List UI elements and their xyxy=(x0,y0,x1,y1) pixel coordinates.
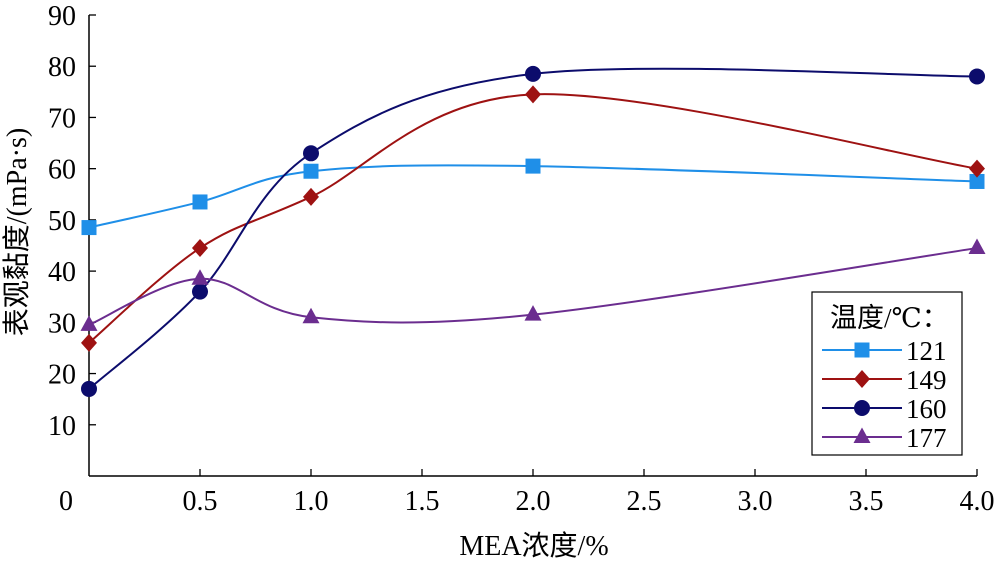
data-point-177 xyxy=(80,315,98,331)
legend-label-121: 121 xyxy=(906,336,947,366)
legend-label-149: 149 xyxy=(906,365,947,395)
y-tick-label: 30 xyxy=(48,308,76,339)
series-markers xyxy=(80,65,986,397)
x-tick-label: 1.5 xyxy=(405,486,440,517)
y-tick-label: 20 xyxy=(48,360,76,391)
y-tick-label: 40 xyxy=(48,257,76,288)
data-point-177 xyxy=(524,305,542,321)
series-line-149 xyxy=(88,93,978,344)
data-point-177 xyxy=(968,238,986,255)
data-point-149 xyxy=(969,159,985,178)
legend-marker-149 xyxy=(854,370,870,388)
data-point-121 xyxy=(525,158,541,174)
legend-marker-160 xyxy=(854,400,870,416)
data-point-160 xyxy=(81,380,97,397)
data-point-121 xyxy=(192,194,208,210)
y-tick-label: 10 xyxy=(48,411,76,442)
legend-marker-177 xyxy=(853,427,871,443)
series-line-177 xyxy=(88,247,978,326)
x-tick-label: 4.0 xyxy=(960,486,995,517)
data-point-177 xyxy=(191,269,209,285)
data-point-160 xyxy=(969,68,985,85)
y-tick-label: 90 xyxy=(48,1,76,32)
legend-entry-149: 149 xyxy=(822,365,947,395)
data-point-121 xyxy=(303,163,319,179)
y-tick-label: 60 xyxy=(48,155,76,186)
legend-marker-121 xyxy=(854,342,870,358)
x-axis-label: MEA浓度/% xyxy=(459,530,608,562)
y-tick-label: 50 xyxy=(48,206,76,237)
x-tick-label: 3.5 xyxy=(849,486,884,517)
x-tick-label: 0.5 xyxy=(183,486,218,517)
x-tick-label: 0 xyxy=(59,486,73,517)
y-tick-label: 70 xyxy=(48,103,76,134)
y-ticks: 10 20 30 40 50 60 70 80 90 xyxy=(48,1,96,442)
legend-entry-177: 177 xyxy=(822,423,947,453)
y-tick-label: 80 xyxy=(48,52,76,83)
series-line-121 xyxy=(88,164,978,229)
x-tick-label: 1.0 xyxy=(294,486,329,517)
data-point-121 xyxy=(81,220,97,236)
data-point-149 xyxy=(525,85,541,104)
data-point-149 xyxy=(192,239,208,258)
data-point-160 xyxy=(525,65,541,82)
data-point-121 xyxy=(969,173,985,189)
series-lines xyxy=(88,67,978,390)
legend-entry-121: 121 xyxy=(822,336,947,366)
series-line-160 xyxy=(88,67,978,390)
legend-label-177: 177 xyxy=(906,423,947,453)
legend-box xyxy=(811,291,963,456)
x-tick-label: 3.0 xyxy=(738,486,773,517)
data-point-177 xyxy=(302,307,320,324)
x-ticks: 0 0.5 1.0 1.5 2.0 2.5 3.0 3.5 4.0 xyxy=(59,469,995,517)
x-tick-label: 2.5 xyxy=(627,486,662,517)
data-point-160 xyxy=(192,283,208,300)
data-point-160 xyxy=(303,145,319,162)
legend-title: 温度/℃： xyxy=(830,303,949,333)
legend-label-160: 160 xyxy=(906,394,947,424)
y-axis-label: 表观黏度/(mPa·s) xyxy=(1,128,33,336)
x-tick-label: 2.0 xyxy=(516,486,551,517)
data-point-149 xyxy=(81,333,97,352)
legend-entry-160: 160 xyxy=(822,394,947,424)
data-point-149 xyxy=(303,187,319,206)
